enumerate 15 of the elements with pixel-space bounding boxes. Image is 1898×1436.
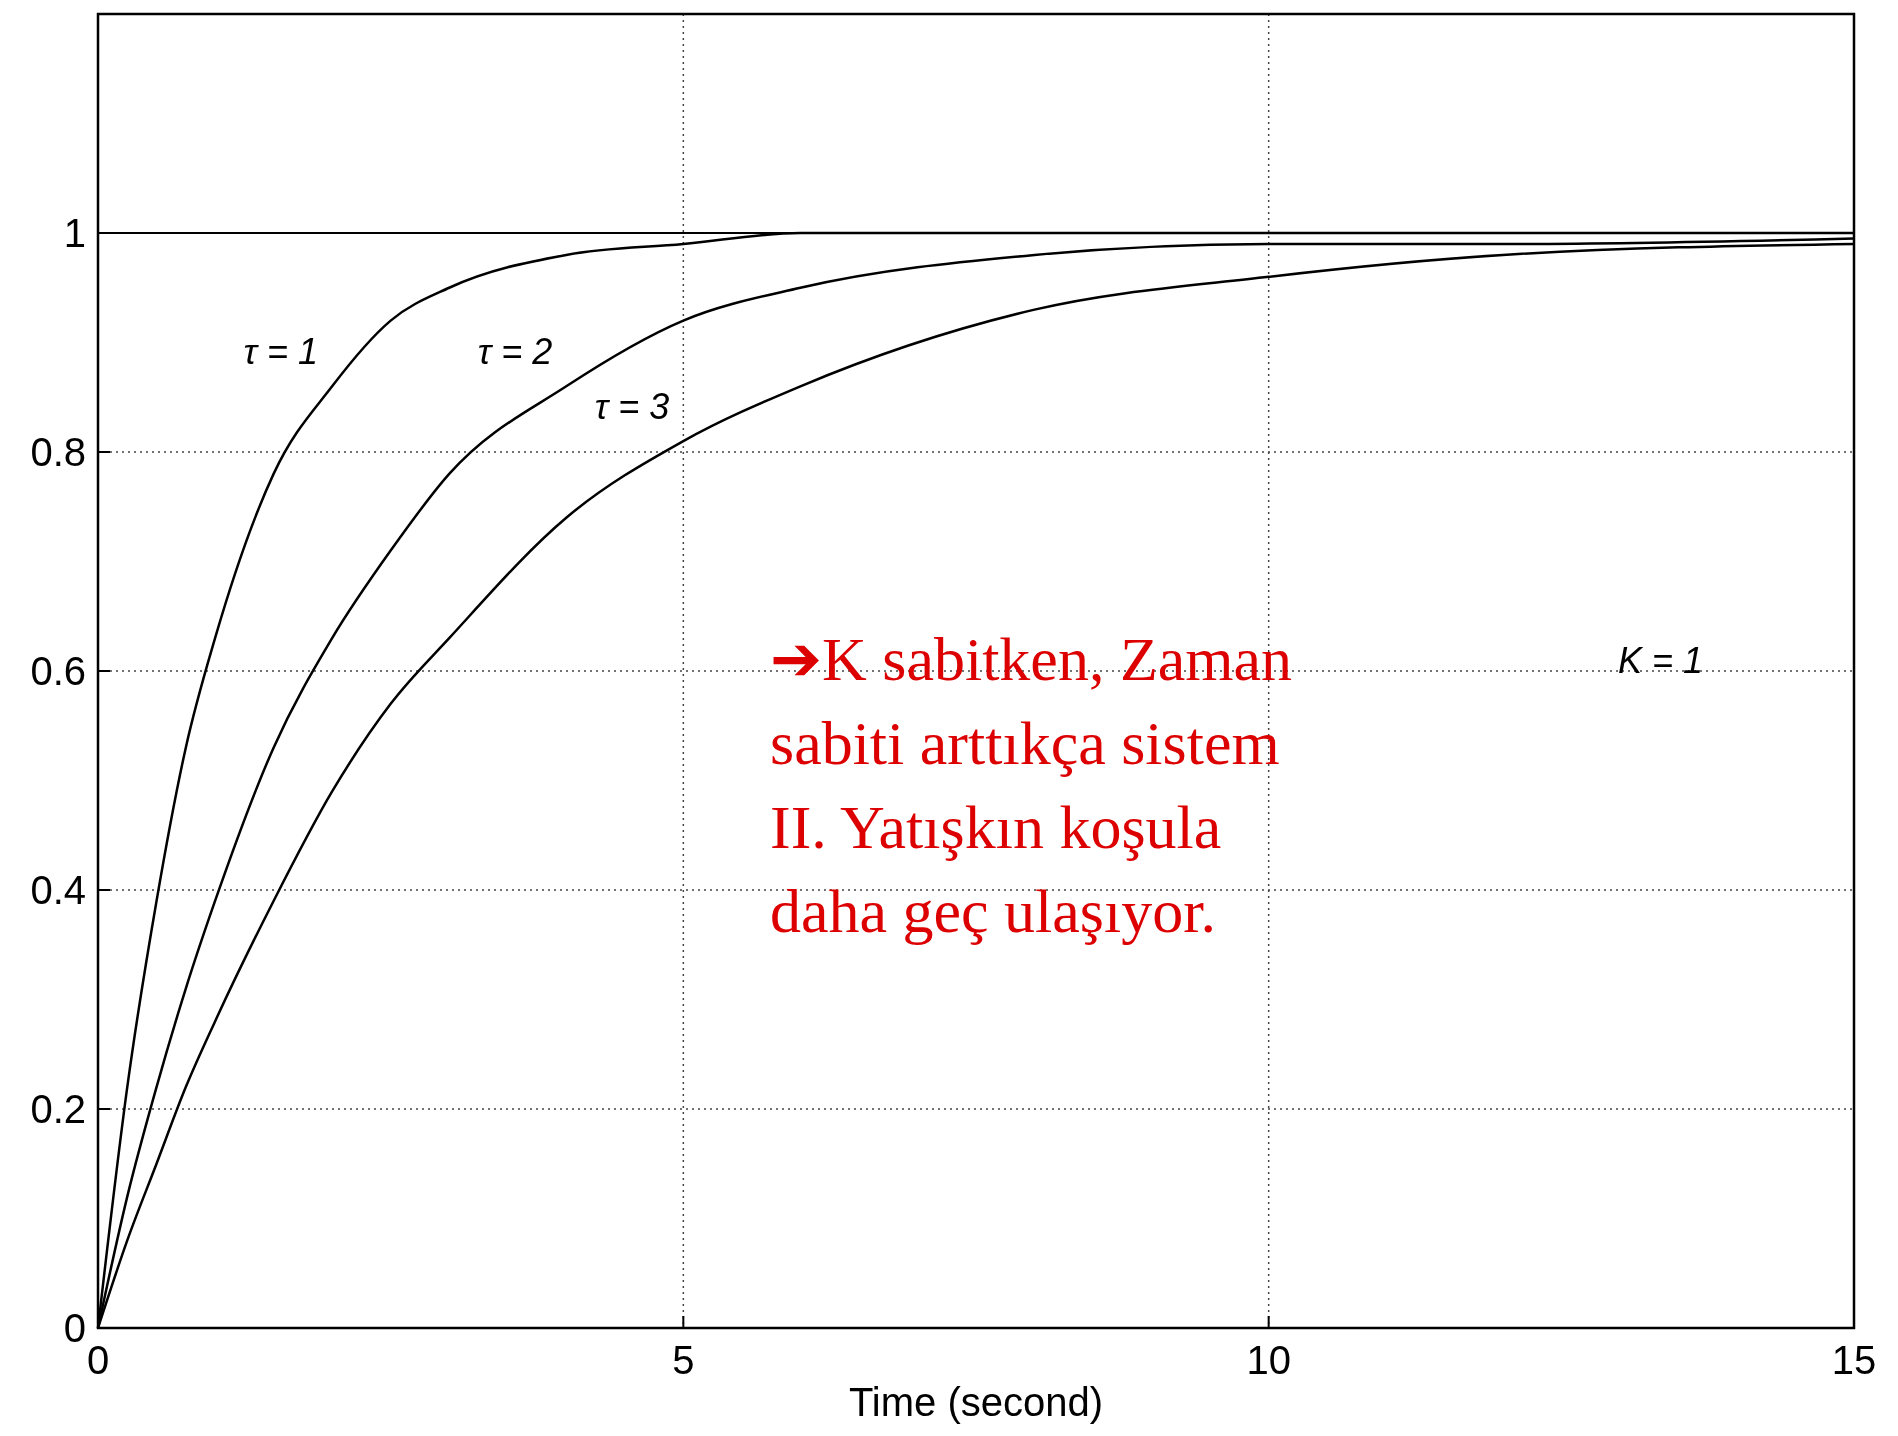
series-label: τ = 1 (243, 331, 319, 373)
series-label: τ = 2 (477, 331, 553, 373)
y-tick-label: 0 (63, 1306, 86, 1350)
y-tick-label: 0.6 (30, 649, 86, 693)
x-tick-label: 15 (1831, 1338, 1877, 1382)
annotation: ➔K sabitken, Zaman sabiti arttıkça sistem II. Yatışkın koşula daha geç ulaşıyor. (770, 625, 1293, 945)
y-tick-label: 0.8 (30, 430, 86, 474)
y-tick-label: 0.4 (30, 868, 86, 912)
x-tick-label: 10 (1246, 1338, 1291, 1382)
x-axis-title: Time (second) (848, 1380, 1104, 1424)
y-tick-label: 0.2 (30, 1087, 86, 1131)
y-tick-label: 1 (63, 211, 86, 255)
series-label: τ = 3 (594, 386, 670, 428)
x-tick-label: 5 (672, 1338, 695, 1382)
annotation: K = 1 (1618, 640, 1704, 681)
